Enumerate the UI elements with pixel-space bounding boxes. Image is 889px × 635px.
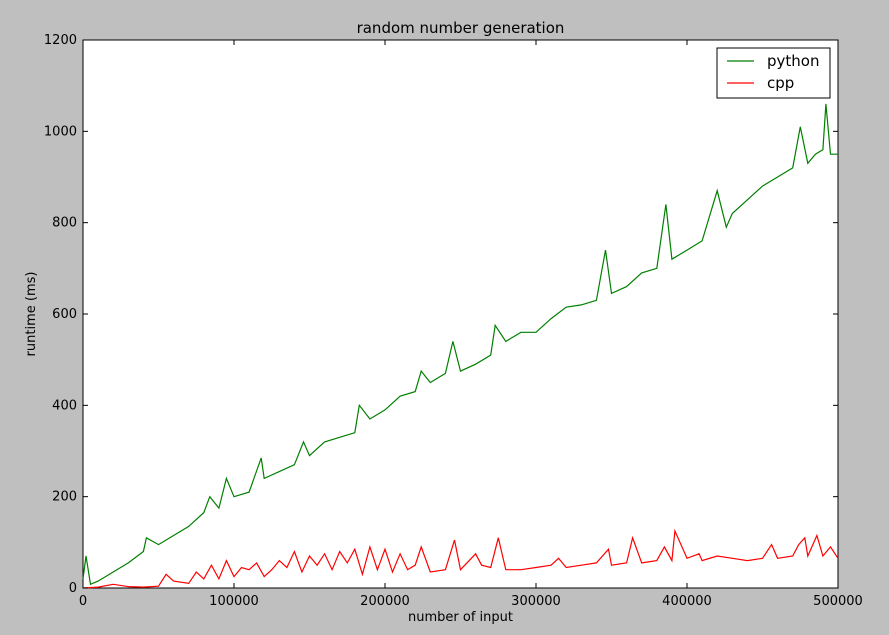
y-tick-label: 1000 xyxy=(44,124,77,139)
legend-box xyxy=(716,47,831,99)
x-tick-label: 400000 xyxy=(662,594,712,609)
chart-title: random number generation xyxy=(357,19,565,37)
y-tick-label: 400 xyxy=(52,398,77,413)
x-tick-label: 0 xyxy=(79,594,87,609)
series-layer xyxy=(82,103,839,589)
y-tick-label: 200 xyxy=(52,490,77,505)
y-tick-label: 800 xyxy=(52,216,77,231)
x-tick-label: 300000 xyxy=(511,594,561,609)
x-tick-label: 200000 xyxy=(360,594,410,609)
y-axis-title: runtime (ms) xyxy=(24,272,39,357)
y-tick-label: 600 xyxy=(52,307,77,322)
legend-label-python: python xyxy=(767,52,819,70)
x-axis-title: number of input xyxy=(408,610,513,625)
tick-layer: 0 100000 200000 300000 400000 500000 0 200 400 60… xyxy=(44,33,863,609)
y-tick-label: 1200 xyxy=(44,33,77,48)
y-tick-label: 0 xyxy=(69,581,77,596)
legend-label-cpp: cpp xyxy=(767,74,794,92)
plot-area xyxy=(82,39,839,589)
series-line-python xyxy=(82,103,838,586)
x-tick-label: 500000 xyxy=(813,594,863,609)
legend: python cpp xyxy=(716,47,831,99)
x-tick-label: 100000 xyxy=(209,594,259,609)
series-line-cpp xyxy=(82,528,839,589)
